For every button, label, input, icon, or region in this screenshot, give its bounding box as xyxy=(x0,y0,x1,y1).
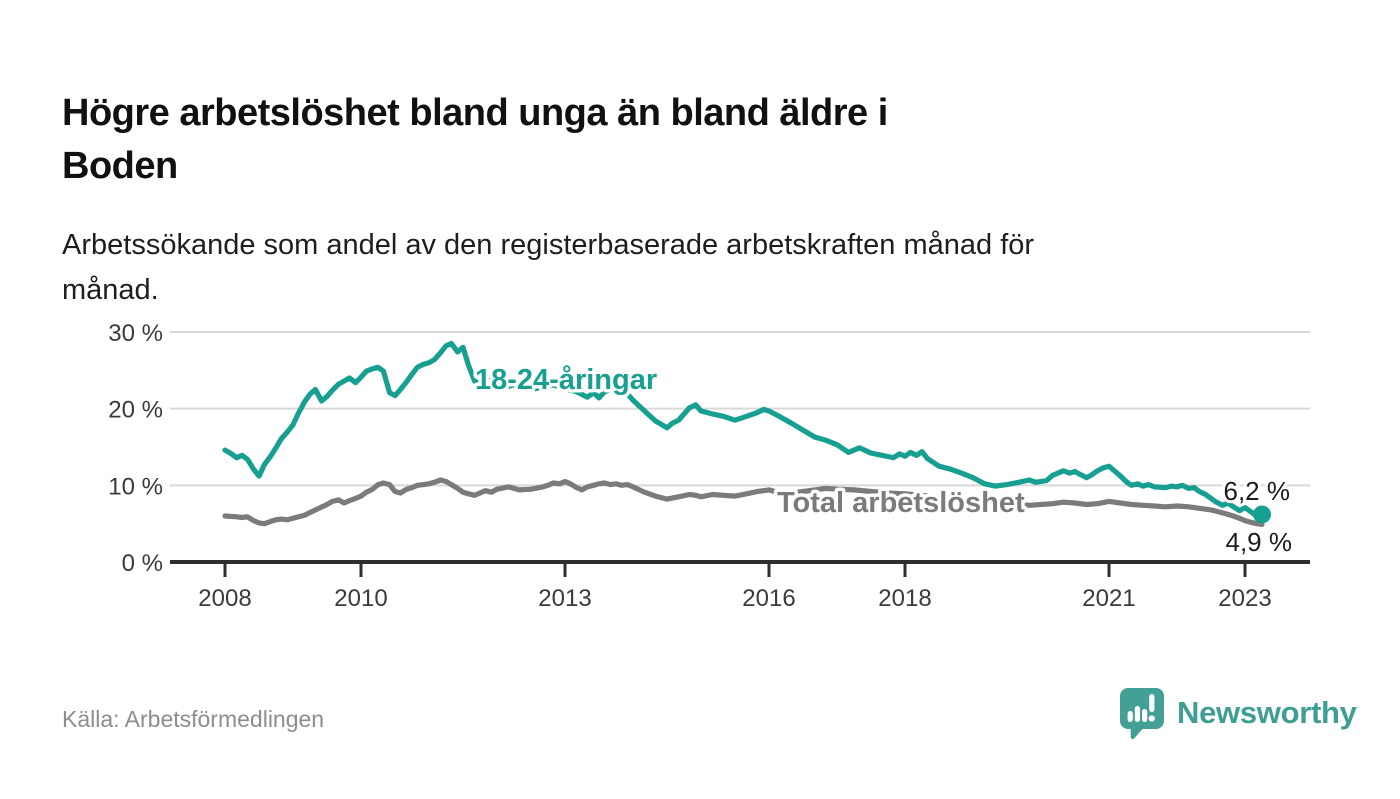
end-value-label-total: 4,9 % xyxy=(1226,527,1293,557)
y-tick-label: 20 % xyxy=(108,397,163,424)
series-end-dot xyxy=(1253,505,1271,524)
series-label-total: Total arbetslöshet xyxy=(777,487,1025,519)
x-tick-label: 2013 xyxy=(538,585,591,612)
x-tick-label: 2023 xyxy=(1218,585,1271,612)
bar-chart-speech-bubble-icon xyxy=(1120,688,1164,740)
subtitle-line-1: Arbetssökande som andel av den registerb… xyxy=(62,229,1035,261)
x-tick-label: 2021 xyxy=(1082,585,1135,612)
x-tick-label: 2010 xyxy=(334,585,387,612)
newsworthy-logo: Newsworthy xyxy=(1118,686,1357,740)
x-tick-label: 2018 xyxy=(878,585,931,612)
x-tick-label: 2016 xyxy=(742,585,795,612)
series-label-youth: 18-24-åringar xyxy=(475,364,657,396)
title-line-2: Boden xyxy=(62,145,178,188)
series-line-total xyxy=(222,477,1265,528)
chart-subtitle: Arbetssökande som andel av den registerb… xyxy=(62,223,1262,313)
y-tick-label: 0 % xyxy=(122,550,163,577)
y-tick-label: 30 % xyxy=(108,320,163,347)
source-note: Källa: Arbetsförmedlingen xyxy=(62,706,325,732)
series-line-youth xyxy=(222,340,1265,519)
subtitle-line-2: månad. xyxy=(62,274,159,306)
title-line-1: Högre arbetslöshet bland unga än bland ä… xyxy=(62,92,888,135)
x-tick-label: 2008 xyxy=(198,585,251,612)
y-tick-label: 10 % xyxy=(108,473,163,500)
page-title: Högre arbetslöshet bland unga än bland ä… xyxy=(62,87,1212,193)
end-value-label-youth: 6,2 % xyxy=(1224,476,1291,506)
brand-name: Newsworthy xyxy=(1177,695,1357,730)
